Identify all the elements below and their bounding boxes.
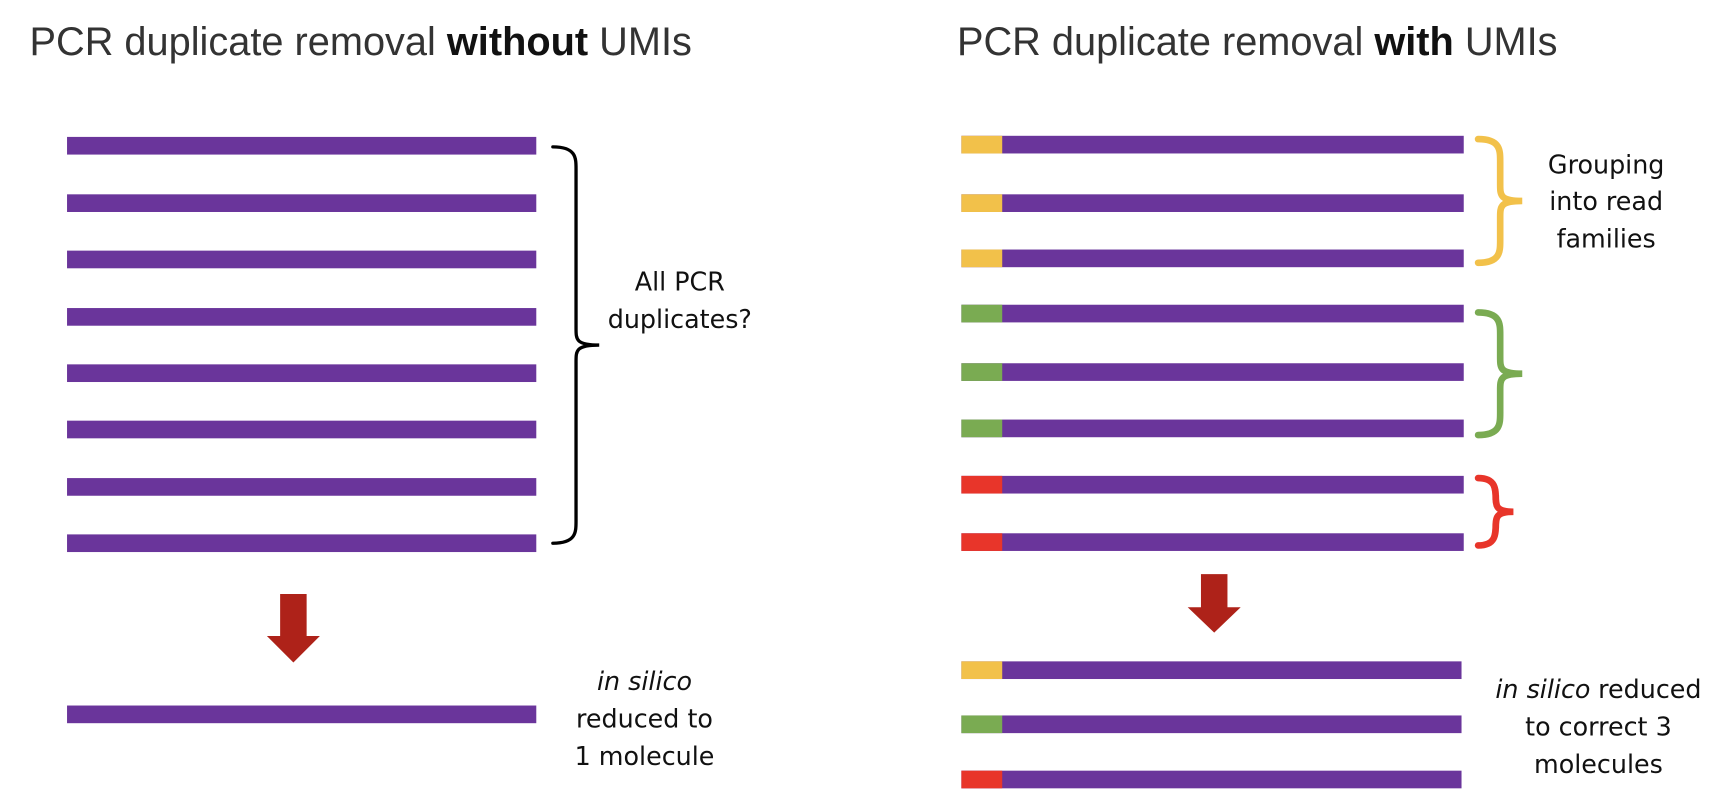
- read-bar: [961, 135, 1464, 154]
- bracket-label: families: [1557, 223, 1656, 253]
- right-title: PCR duplicate removal with UMIs: [957, 20, 1558, 64]
- umi-tag: [961, 533, 1003, 551]
- result-label: 1 molecule: [575, 741, 715, 771]
- read-bar: [961, 661, 1462, 680]
- umi-tag: [961, 715, 1003, 734]
- read-bar: [961, 363, 1464, 381]
- title-text: PCR duplicate removal: [957, 20, 1363, 64]
- title-emphasis: without: [446, 20, 588, 64]
- result-label: in silico reduced: [1495, 674, 1701, 704]
- result-label: in silico: [597, 666, 692, 696]
- result-label: to correct 3: [1525, 711, 1672, 741]
- read-bar: [961, 249, 1464, 268]
- bracket-label: into read: [1549, 186, 1663, 216]
- title-text: UMIs: [599, 20, 692, 64]
- label-text: reduced: [1598, 674, 1701, 704]
- brace: [1474, 309, 1523, 439]
- read-bar: [67, 478, 537, 496]
- title-emphasis: with: [1373, 20, 1453, 64]
- read-bar: [67, 420, 537, 439]
- umi-tag: [961, 419, 1003, 438]
- arrow: [266, 594, 320, 663]
- umi-tag: [961, 249, 1003, 268]
- brace: [551, 145, 600, 545]
- read-bar: [961, 715, 1462, 734]
- read-bar: [961, 419, 1464, 438]
- umi-tag: [961, 194, 1003, 212]
- read-bar: [67, 194, 537, 212]
- read-bar: [961, 304, 1464, 323]
- read-bar: [67, 705, 537, 724]
- bracket-label: duplicates?: [608, 304, 752, 334]
- result-label: molecules: [1534, 749, 1663, 779]
- umi-tag: [961, 770, 1003, 789]
- title-text: UMIs: [1465, 20, 1558, 64]
- result-label: reduced to: [576, 704, 713, 734]
- read-bar: [961, 194, 1464, 212]
- left-title: PCR duplicate removal without UMIs: [30, 20, 692, 64]
- bracket-label: Grouping: [1548, 149, 1665, 179]
- italic-text: in silico: [1495, 674, 1590, 704]
- arrow: [1187, 574, 1241, 633]
- umi-tag: [961, 304, 1003, 323]
- read-bar: [67, 364, 537, 383]
- umi-tag: [961, 475, 1003, 494]
- read-bar: [67, 308, 537, 326]
- read-bar: [961, 533, 1464, 551]
- read-bar: [961, 770, 1462, 789]
- umi-tag: [961, 363, 1003, 381]
- brace: [1474, 474, 1514, 549]
- umi-tag: [961, 135, 1003, 154]
- read-bar: [67, 250, 537, 269]
- read-bar: [67, 534, 537, 553]
- brace: [1474, 135, 1523, 267]
- read-bar: [961, 475, 1464, 494]
- umi-tag: [961, 661, 1003, 680]
- title-text: PCR duplicate removal: [30, 20, 436, 64]
- read-bar: [67, 136, 537, 155]
- bracket-label: All PCR: [635, 266, 725, 296]
